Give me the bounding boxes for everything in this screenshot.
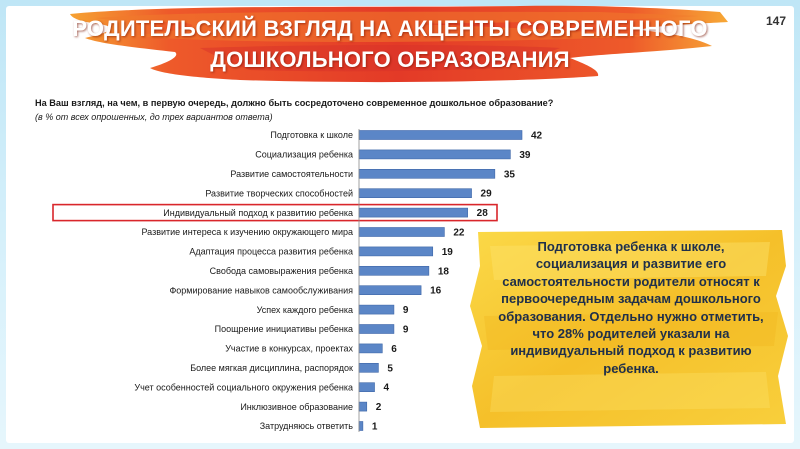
- bar: [358, 265, 430, 276]
- bar: [358, 149, 511, 160]
- bar: [358, 246, 434, 257]
- paint-stroke-banner: [70, 5, 728, 83]
- category-label: Адаптация процесса развития ребенка: [189, 247, 353, 257]
- value-label: 9: [403, 325, 409, 336]
- value-label: 42: [531, 131, 543, 142]
- callout-paint-background: [470, 230, 788, 428]
- category-label: Социализация ребенка: [255, 150, 353, 160]
- value-label: 22: [453, 228, 465, 239]
- category-label: Успех каждого ребенка: [257, 305, 353, 315]
- bar: [358, 421, 364, 431]
- bar: [358, 382, 375, 393]
- value-label: 28: [477, 208, 489, 219]
- bar: [358, 324, 395, 334]
- category-label: Формирование навыков самообслуживания: [169, 285, 353, 295]
- category-label: Учет особенностей социального окружения …: [134, 382, 353, 392]
- survey-question: На Ваш взгляд, на чем, в первую очередь,…: [35, 98, 554, 108]
- category-label: Затрудняюсь ответить: [260, 421, 354, 431]
- value-label: 29: [481, 189, 493, 200]
- bar: [358, 130, 523, 140]
- value-label: 2: [376, 402, 382, 413]
- category-label: Свобода самовыражения ребенка: [210, 266, 353, 276]
- bar: [358, 304, 395, 315]
- value-label: 18: [438, 266, 450, 277]
- value-label: 16: [430, 286, 442, 297]
- callout-text: Подготовка ребенка к школе, социализация…: [498, 239, 764, 376]
- category-label: Развитие самостоятельности: [230, 169, 353, 179]
- survey-note: (в % от всех опрошенных, до трех вариант…: [35, 112, 273, 122]
- category-label: Инклюзивное образование: [240, 402, 353, 412]
- callout-box: Подготовка ребенка к школе, социализация…: [470, 226, 790, 431]
- category-label: Участие в конкурсах, проектах: [225, 344, 353, 354]
- value-label: 9: [403, 305, 409, 316]
- value-label: 19: [442, 247, 454, 258]
- value-label: 35: [504, 169, 516, 180]
- category-label: Более мягкая дисциплина, распорядок: [190, 363, 353, 373]
- bar: [358, 227, 445, 237]
- title-line-2: ДОШКОЛЬНОГО ОБРАЗОВАНИЯ: [210, 47, 570, 72]
- bar: [358, 188, 472, 198]
- category-label: Поощрение инициативы ребенка: [215, 324, 353, 334]
- value-label: 4: [384, 383, 390, 394]
- value-label: 1: [372, 422, 378, 433]
- title-line-1: РОДИТЕЛЬСКИЙ ВЗГЛЯД НА АКЦЕНТЫ СОВРЕМЕНН…: [72, 16, 708, 41]
- value-label: 6: [391, 344, 397, 355]
- page-number: 147: [765, 14, 786, 28]
- category-label: Индивидуальный подход к развитию ребенка: [163, 208, 353, 218]
- value-label: 39: [519, 150, 531, 161]
- bar: [358, 285, 422, 296]
- category-label: Подготовка к школе: [270, 130, 353, 140]
- category-label: Развитие интереса к изучению окружающего…: [141, 227, 353, 237]
- page-title: РОДИТЕЛЬСКИЙ ВЗГЛЯД НА АКЦЕНТЫ СОВРЕМЕНН…: [70, 13, 710, 75]
- bar: [358, 207, 468, 218]
- bar: [358, 169, 496, 179]
- bar: [358, 343, 383, 354]
- value-label: 5: [387, 363, 393, 374]
- bar: [358, 401, 368, 412]
- title-banner: РОДИТЕЛЬСКИЙ ВЗГЛЯД НА АКЦЕНТЫ СОВРЕМЕНН…: [0, 0, 800, 100]
- bar: [358, 362, 379, 373]
- highlight-box: [52, 203, 498, 222]
- category-label: Развитие творческих способностей: [205, 188, 353, 198]
